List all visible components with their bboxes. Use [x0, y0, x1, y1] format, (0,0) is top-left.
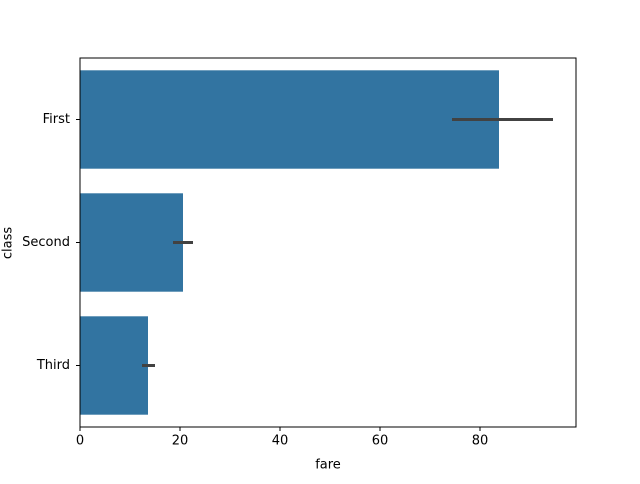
y-tick-label: First	[43, 112, 70, 127]
bar	[80, 70, 499, 169]
x-axis-label: fare	[315, 458, 341, 473]
x-tick-label: 0	[76, 434, 84, 449]
x-tick-label: 60	[372, 434, 389, 449]
plot-frame	[79, 57, 577, 428]
y-tick-label: Second	[22, 235, 70, 250]
x-tick-label: 20	[172, 434, 189, 449]
x-tick-label: 40	[272, 434, 289, 449]
y-tick-label: Third	[36, 358, 70, 373]
bar	[80, 316, 148, 415]
x-tick-label: 80	[472, 434, 489, 449]
y-axis-label: class	[1, 227, 16, 259]
bar	[80, 193, 183, 292]
